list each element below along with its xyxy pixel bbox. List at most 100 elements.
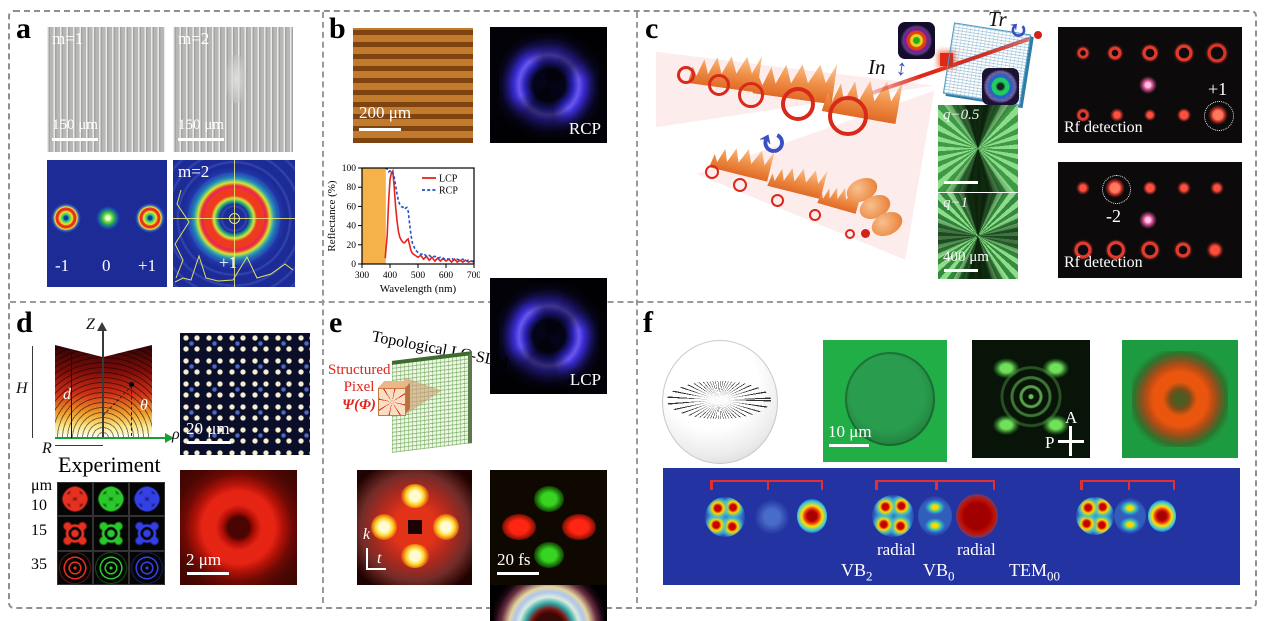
m2-scale-text: 150 μm — [178, 117, 224, 133]
micrograph-m1: m=1 150 μm — [47, 27, 165, 152]
mode-g3-dot — [1148, 500, 1176, 532]
mode-label-tem00: TEM00 — [1009, 560, 1060, 584]
exp-cell-35-green — [93, 550, 129, 585]
mode-analysis-panel: radial radial VB2 VB0 TEM00 — [663, 468, 1240, 585]
crossed-polarizer-image: A P — [972, 340, 1090, 458]
pixel-note-line1: Structured — [328, 362, 391, 378]
theta-label: θ — [140, 397, 148, 414]
radial-label-2: radial — [957, 540, 996, 559]
beam-focus-on-slab — [940, 53, 953, 66]
svg-text:300: 300 — [355, 271, 370, 281]
droplet-circle — [845, 352, 935, 446]
divider-col1 — [322, 12, 324, 603]
group2-bracket — [875, 480, 995, 491]
q05-scale-bar — [944, 181, 978, 184]
lcp-tag: LCP — [569, 370, 601, 389]
rf-top-order: +1 — [1208, 79, 1228, 99]
q-scale-text: 400 μm — [943, 249, 989, 265]
R-dimension-line — [55, 445, 103, 446]
mode-g1-faint — [755, 500, 789, 534]
red-lobe-left — [502, 514, 536, 540]
vortex-ring-2 — [708, 74, 730, 96]
d-schematic: Z ρ H R d θ — [10, 312, 185, 457]
kt-spectrum-image: k t — [357, 470, 472, 585]
t-axis-line — [366, 568, 386, 570]
svg-text:Wavelength (nm): Wavelength (nm) — [380, 283, 457, 295]
kt-lobe-left — [371, 514, 397, 540]
rho-axis-arrowhead — [165, 433, 174, 443]
row-label-35: 35 — [31, 556, 47, 573]
d-scale1-text: 20 μm — [186, 419, 230, 438]
director-field-left — [55, 345, 103, 438]
input-polarization-arrow-icon: ↕ — [894, 54, 909, 81]
red-donut-image: 2 μm — [180, 470, 297, 585]
divider-col2 — [636, 12, 638, 603]
e-scale-bar — [497, 572, 539, 575]
q1-tag: q−1 — [943, 195, 969, 211]
mode-g3-twolobe — [1114, 498, 1146, 534]
d-line — [71, 352, 72, 438]
svg-text:500: 500 — [411, 271, 426, 281]
mode-g1-quad — [705, 497, 745, 537]
rf-detection-top: +1 Rf detection — [1058, 27, 1242, 143]
vortex-ring-5 — [828, 96, 868, 136]
exp-cell-15-green — [93, 516, 129, 551]
exp-cell-35-red — [57, 550, 93, 585]
rf-bottom-order: -2 — [1106, 206, 1121, 226]
z-axis-arrowhead — [97, 322, 107, 331]
svg-text:80: 80 — [347, 183, 357, 193]
red-lobe-right — [562, 514, 596, 540]
droplet-sphere-model — [662, 340, 778, 464]
m1-scale-bar — [52, 138, 98, 141]
z-axis-label: Z — [86, 316, 95, 333]
transmitted-dot — [1034, 31, 1042, 39]
focus-dot — [861, 229, 870, 238]
panel-d-label: d — [16, 306, 33, 339]
diffraction-spot-zero — [96, 206, 120, 230]
mode-g2-twolobe — [918, 496, 952, 536]
kt-lobe-top — [401, 484, 429, 508]
pixel-cube-face — [378, 388, 406, 416]
director-field-right — [103, 345, 152, 438]
d-scale1-bar — [187, 441, 231, 444]
d-scale2-bar — [187, 572, 229, 575]
input-mode-inset — [898, 22, 935, 59]
m2-tag: m=2 — [178, 29, 210, 48]
experiment-grid — [57, 482, 165, 585]
spike-fade-overlay — [667, 381, 771, 419]
output-rotation-arrow-icon: ↻ — [1008, 18, 1029, 44]
figure-border — [8, 10, 1257, 609]
svg-text:100: 100 — [342, 164, 357, 174]
vortex-ring-1 — [677, 66, 695, 84]
tr-label: Tr — [988, 7, 1007, 31]
polarizer-axis-icon — [1058, 440, 1084, 443]
panel-f-label: f — [643, 306, 653, 339]
experiment-title: Experiment — [58, 452, 161, 477]
rf-top-highlight-circle — [1204, 101, 1234, 131]
exp-cell-10-red — [57, 482, 93, 517]
group3-bracket — [1080, 480, 1175, 491]
svg-text:Reflectance (%): Reflectance (%) — [326, 180, 338, 251]
polarizer-label: P — [1045, 433, 1055, 452]
m2-scale-bar — [178, 138, 224, 141]
cholesteric-texture: 200 μm — [353, 28, 473, 143]
f-scale-bar — [829, 444, 869, 447]
svg-text:LCP: LCP — [439, 174, 458, 185]
b-scale-text: 200 μm — [359, 103, 412, 122]
k-axis-line — [366, 548, 368, 570]
intensity-profile-curves — [174, 189, 294, 283]
vortex-image: m=2 +1 — [173, 160, 295, 287]
m1-scale-text: 150 μm — [52, 117, 98, 133]
panel-c-label: c — [645, 12, 659, 45]
exp-cell-15-blue — [129, 516, 165, 551]
order-minus1: -1 — [55, 256, 70, 275]
rf-detection-bottom: -2 Rf detection — [1058, 162, 1242, 278]
diffraction-spot-plus1 — [135, 203, 165, 233]
m1-tag: m=1 — [52, 29, 84, 48]
lcp-beam-image: LCP — [490, 278, 607, 394]
qplate-texture-q05: q−0.5 — [938, 105, 1018, 192]
H-label: H — [16, 380, 28, 397]
rho-axis — [55, 437, 167, 439]
k-axis-label: k — [363, 526, 371, 543]
exp-cell-15-red — [57, 516, 93, 551]
